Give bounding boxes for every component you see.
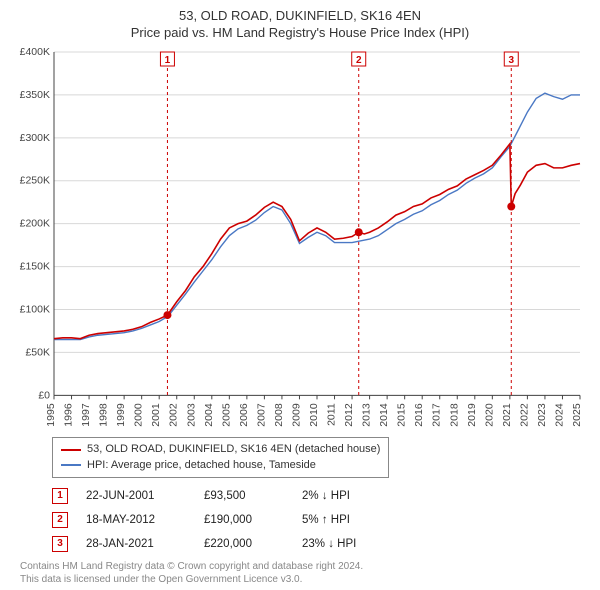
sale-diff: 5% ↑ HPI [302,514,392,526]
svg-text:2009: 2009 [290,403,302,427]
footer: Contains HM Land Registry data © Crown c… [20,560,584,586]
svg-text:2013: 2013 [361,403,373,427]
svg-text:£250K: £250K [20,175,50,187]
sale-dot [355,228,363,236]
sale-marker-num: 1 [165,55,171,66]
svg-text:£0: £0 [38,389,50,401]
chart: £0 £50K £100K £150K £200K £250K £300K £350K £400… [12,46,588,431]
legend: 53, OLD ROAD, DUKINFIELD, SK16 4EN (deta… [52,437,389,478]
svg-text:1996: 1996 [63,403,75,427]
svg-text:2010: 2010 [308,403,320,427]
sale-diff: 2% ↓ HPI [302,490,392,502]
sale-marker-number: 2 [52,512,68,528]
sale-row: 1 22-JUN-2001 £93,500 2% ↓ HPI [52,484,584,508]
sale-dot [163,311,171,319]
page-subtitle: Price paid vs. HM Land Registry's House … [12,25,588,40]
svg-text:2022: 2022 [518,403,530,427]
sale-row: 2 18-MAY-2012 £190,000 5% ↑ HPI [52,508,584,532]
legend-label: HPI: Average price, detached house, Tame… [87,458,316,473]
sale-date: 18-MAY-2012 [86,514,186,526]
legend-item: 53, OLD ROAD, DUKINFIELD, SK16 4EN (deta… [61,442,380,457]
series-line [54,93,580,339]
svg-text:£350K: £350K [20,89,50,101]
svg-text:2021: 2021 [501,403,513,427]
footer-line1: Contains HM Land Registry data © Crown c… [20,560,584,573]
svg-text:2020: 2020 [483,403,495,427]
legend-label: 53, OLD ROAD, DUKINFIELD, SK16 4EN (deta… [87,442,380,457]
sale-dot [507,202,515,210]
sales-table: 1 22-JUN-2001 £93,500 2% ↓ HPI 2 18-MAY-2012 £… [52,484,584,556]
svg-text:2023: 2023 [536,403,548,427]
legend-swatch [61,449,81,451]
svg-text:2006: 2006 [238,403,250,427]
svg-text:2025: 2025 [571,403,583,427]
chart-svg: £0 £50K £100K £150K £200K £250K £300K £350K £400… [12,46,588,431]
sale-marker-number: 1 [52,488,68,504]
svg-text:2003: 2003 [185,403,197,427]
page-title: 53, OLD ROAD, DUKINFIELD, SK16 4EN [12,8,588,25]
sale-date: 22-JUN-2001 [86,490,186,502]
sale-price: £220,000 [204,538,284,550]
sale-date: 28-JAN-2021 [86,538,186,550]
svg-text:£300K: £300K [20,132,50,144]
svg-text:2002: 2002 [168,403,180,427]
sale-price: £190,000 [204,514,284,526]
svg-text:2004: 2004 [203,403,215,427]
sale-marker-num: 2 [356,55,362,66]
svg-text:2015: 2015 [396,403,408,427]
svg-text:£150K: £150K [20,260,50,272]
svg-text:2007: 2007 [255,403,267,427]
svg-text:2024: 2024 [553,403,565,427]
sale-marker-number: 3 [52,536,68,552]
sale-price: £93,500 [204,490,284,502]
svg-text:2001: 2001 [150,403,162,427]
svg-text:2016: 2016 [413,403,425,427]
svg-text:2017: 2017 [431,403,443,427]
sale-row: 3 28-JAN-2021 £220,000 23% ↓ HPI [52,532,584,556]
svg-text:2008: 2008 [273,403,285,427]
svg-text:£200K: £200K [20,218,50,230]
svg-text:1998: 1998 [98,403,110,427]
svg-text:2018: 2018 [448,403,460,427]
svg-text:£400K: £400K [20,46,50,58]
svg-text:2011: 2011 [326,403,338,426]
svg-text:1999: 1999 [115,403,127,427]
svg-text:2012: 2012 [343,403,355,427]
legend-item: HPI: Average price, detached house, Tame… [61,458,380,473]
footer-line2: This data is licensed under the Open Gov… [20,573,584,586]
legend-swatch [61,464,81,466]
svg-text:2000: 2000 [133,403,145,427]
sale-marker-num: 3 [508,55,514,66]
svg-text:£50K: £50K [25,346,50,358]
svg-text:2014: 2014 [378,403,390,427]
svg-text:2005: 2005 [220,403,232,427]
svg-text:1995: 1995 [45,403,57,427]
svg-text:2019: 2019 [466,403,478,427]
sale-diff: 23% ↓ HPI [302,538,392,550]
svg-text:1997: 1997 [80,403,92,427]
svg-text:£100K: £100K [20,303,50,315]
